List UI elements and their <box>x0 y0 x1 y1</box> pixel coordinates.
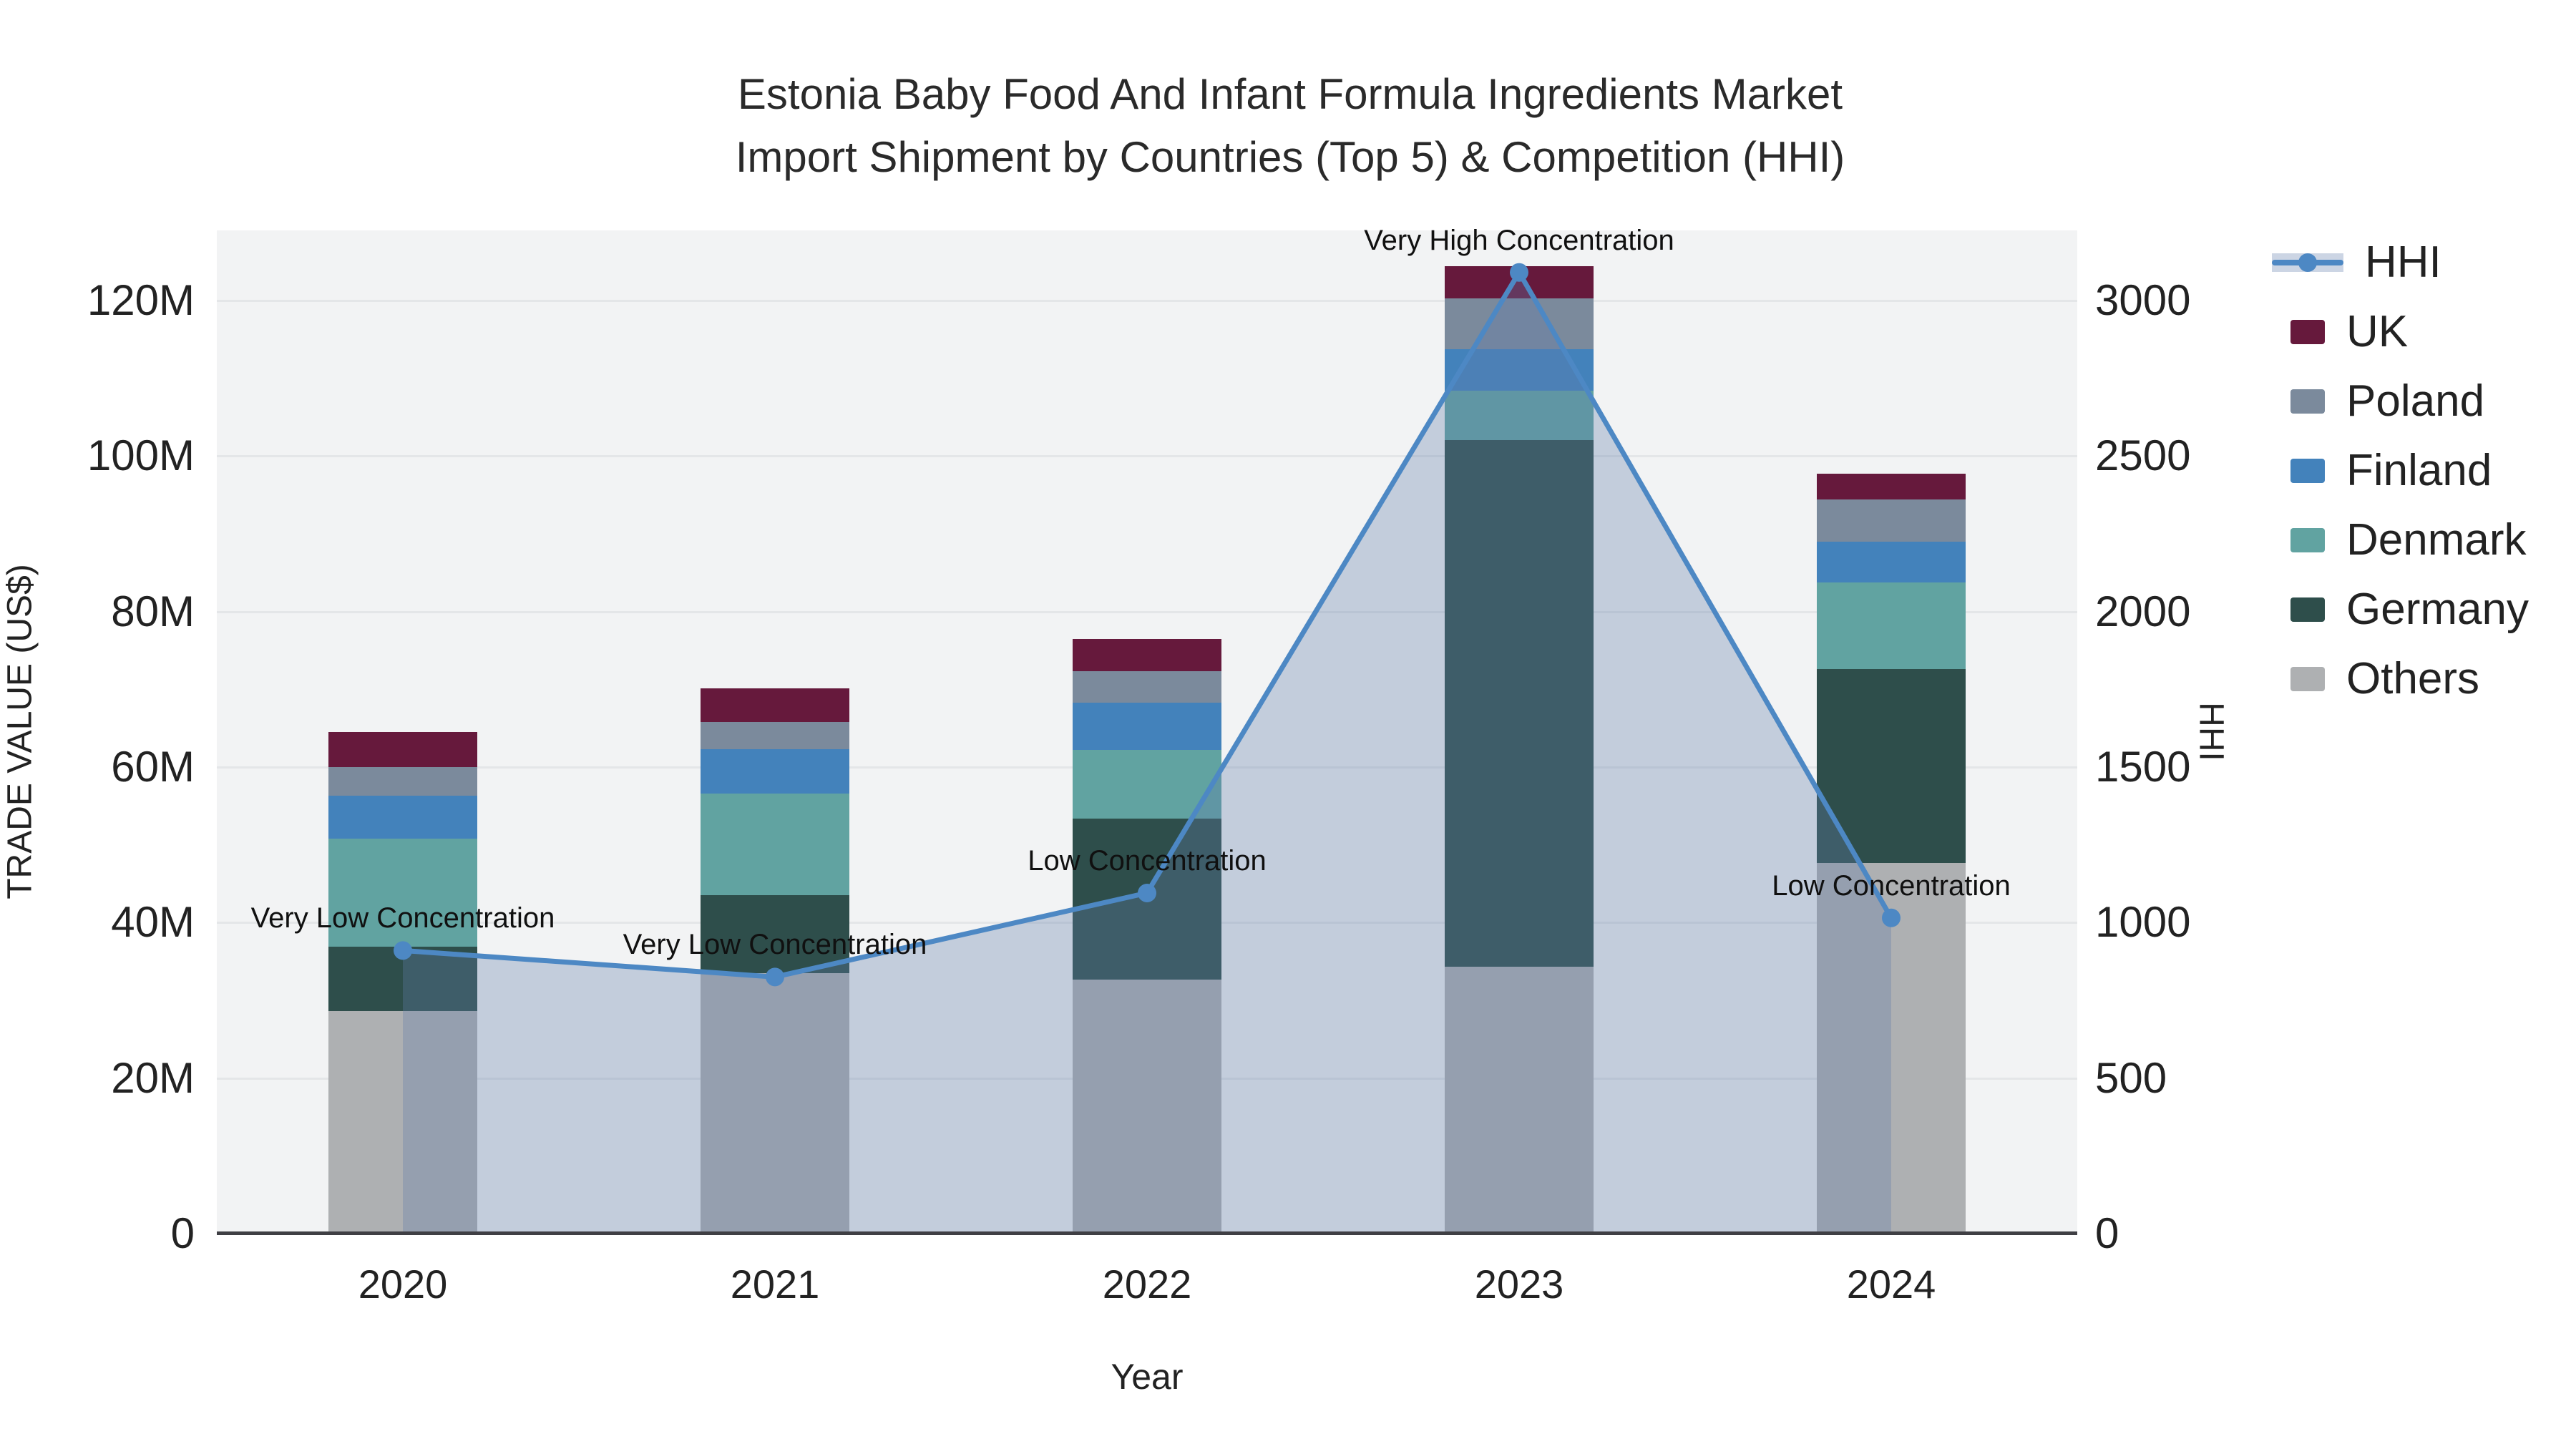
legend-swatch-others <box>2290 666 2325 691</box>
stacked-bar-2024[interactable] <box>1817 474 1966 1234</box>
chart-title-line1: Estonia Baby Food And Infant Formula Ing… <box>737 70 1843 118</box>
bar-segment-2023-others[interactable] <box>1445 967 1594 1234</box>
y-right-tick-label: 500 <box>2095 1053 2167 1102</box>
annotation-2024: Low Concentration <box>1772 869 2011 902</box>
bar-segment-2022-others[interactable] <box>1073 979 1221 1234</box>
bar-segment-2021-uk[interactable] <box>701 688 849 722</box>
y-right-tick-label: 1000 <box>2095 898 2191 947</box>
bar-segment-2022-poland[interactable] <box>1073 671 1221 703</box>
stacked-bar-2022[interactable] <box>1073 638 1221 1234</box>
legend-label-germany: Germany <box>2346 585 2529 634</box>
legend-item-finland[interactable]: Finland <box>2272 436 2529 505</box>
y-right-tick-label: 2500 <box>2095 431 2191 480</box>
stacked-bar-2023[interactable] <box>1445 266 1594 1234</box>
legend-item-denmark[interactable]: Denmark <box>2272 505 2529 575</box>
x-tick-label-2021: 2021 <box>730 1262 820 1307</box>
legend-swatch-germany <box>2290 597 2325 622</box>
stacked-bar-2021[interactable] <box>701 688 849 1234</box>
legend-swatch-uk <box>2290 319 2325 344</box>
hhi-legend-marker-dot <box>2298 253 2317 272</box>
bar-segment-2020-others[interactable] <box>328 1011 477 1234</box>
bar-segment-2020-denmark[interactable] <box>328 838 477 947</box>
legend-swatch-denmark <box>2290 527 2325 552</box>
gridline <box>217 610 2077 613</box>
bar-segment-2021-others[interactable] <box>701 972 849 1234</box>
hhi-marker-2024[interactable] <box>1882 908 1901 927</box>
hhi-marker-2023[interactable] <box>1510 263 1528 282</box>
legend-item-uk[interactable]: UK <box>2272 297 2529 366</box>
y-left-tick-label: 100M <box>87 431 195 480</box>
x-axis-line <box>217 1231 2077 1235</box>
legend-label-uk: UK <box>2346 307 2409 356</box>
bar-segment-2020-uk[interactable] <box>328 732 477 767</box>
y-left-tick-label: 80M <box>111 587 195 635</box>
bar-segment-2021-finland[interactable] <box>701 748 849 794</box>
legend-item-hhi[interactable]: HHI <box>2272 228 2529 297</box>
legend-label-hhi: HHI <box>2365 238 2441 287</box>
x-tick-label-2022: 2022 <box>1102 1262 1192 1307</box>
annotation-2023: Very High Concentration <box>1364 224 1674 256</box>
bar-segment-2023-denmark[interactable] <box>1445 390 1594 441</box>
bar-segment-2024-denmark[interactable] <box>1817 582 1966 669</box>
y-left-tick-label: 120M <box>87 275 195 324</box>
x-axis-title: Year <box>1111 1357 1184 1397</box>
bar-segment-2023-poland[interactable] <box>1445 298 1594 350</box>
legend-item-poland[interactable]: Poland <box>2272 366 2529 436</box>
bar-segment-2024-uk[interactable] <box>1817 474 1966 500</box>
hhi-line-overlay <box>394 263 1901 1234</box>
legend-swatch-finland <box>2290 458 2325 483</box>
legend-label-others: Others <box>2346 654 2480 703</box>
bar-segment-2020-finland[interactable] <box>328 796 477 839</box>
x-tick-label-2020: 2020 <box>358 1262 448 1307</box>
hhi-line-legend-sample <box>2272 250 2343 275</box>
y-right-tick-label: 1500 <box>2095 742 2191 791</box>
bar-segment-2022-uk[interactable] <box>1073 638 1221 672</box>
y-left-tick-label: 60M <box>111 742 195 791</box>
hhi-area-fill <box>403 272 1891 1234</box>
legend-swatch-poland <box>2290 389 2325 414</box>
plot-area: Very Low Concentration Very Low Concentra… <box>217 225 2077 1235</box>
legend-item-germany[interactable]: Germany <box>2272 575 2529 644</box>
x-tick-label-2023: 2023 <box>1474 1262 1564 1307</box>
y-right-tick-label: 0 <box>2095 1209 2119 1257</box>
y-right-tick-label: 2000 <box>2095 587 2191 635</box>
bar-segment-2020-poland[interactable] <box>328 766 477 796</box>
legend-item-others[interactable]: Others <box>2272 644 2529 713</box>
hhi-marker-2022[interactable] <box>1138 883 1156 902</box>
y-right-tick-label: 3000 <box>2095 275 2191 324</box>
legend-label-denmark: Denmark <box>2346 515 2527 565</box>
x-tick-label-2024: 2024 <box>1846 1262 1936 1307</box>
legend-label-finland: Finland <box>2346 446 2492 495</box>
bar-segment-2022-finland[interactable] <box>1073 702 1221 750</box>
bar-segment-2021-germany[interactable] <box>701 895 849 973</box>
annotation-2022: Low Concentration <box>1028 844 1267 877</box>
legend-label-poland: Poland <box>2346 376 2485 426</box>
annotation-2021: Very Low Concentration <box>623 929 927 961</box>
hhi-marker-2021[interactable] <box>766 967 784 987</box>
y-left-tick-label: 40M <box>111 898 195 947</box>
bar-segment-2021-denmark[interactable] <box>701 793 849 896</box>
chart-title-line2: Import Shipment by Countries (Top 5) & C… <box>735 133 1845 181</box>
y-left-tick-label: 0 <box>170 1209 195 1257</box>
y-left-tick-label: 20M <box>111 1053 195 1102</box>
bar-segment-2024-poland[interactable] <box>1817 499 1966 542</box>
chart-title: Estonia Baby Food And Infant Formula Ing… <box>736 63 1845 189</box>
annotation-2020: Very Low Concentration <box>250 902 555 935</box>
bar-segment-2021-poland[interactable] <box>701 721 849 749</box>
legend: HHI UK Poland Finland Denmark Germany Others <box>2272 228 2529 713</box>
gridline <box>217 455 2077 458</box>
bar-segment-2024-finland[interactable] <box>1817 541 1966 583</box>
bar-segment-2023-germany[interactable] <box>1445 440 1594 967</box>
hhi-marker-2020[interactable] <box>394 941 412 960</box>
gridline <box>217 299 2077 302</box>
stacked-bar-2020[interactable] <box>328 732 477 1234</box>
